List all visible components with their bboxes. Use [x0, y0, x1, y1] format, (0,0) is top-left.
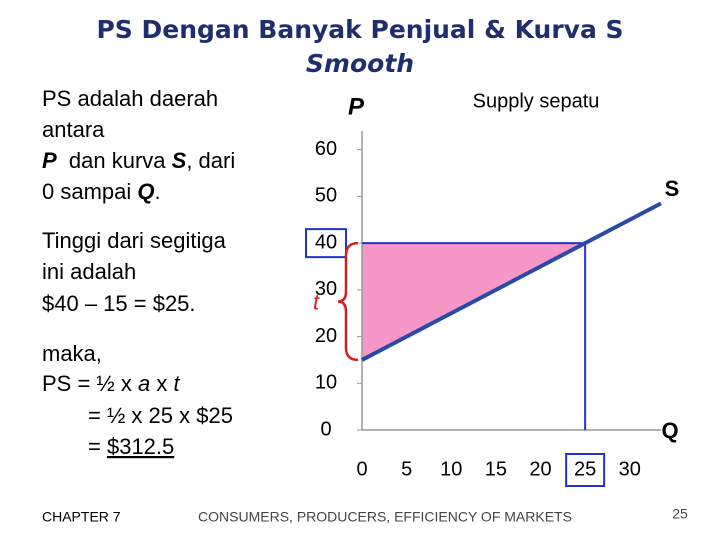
note-text: S	[172, 148, 187, 173]
note-line: PS = ½ x a x t	[42, 371, 180, 396]
page-number: 25	[672, 506, 688, 522]
tick-highlight	[565, 453, 606, 487]
note-text: a	[138, 371, 150, 396]
note-text: =	[88, 434, 107, 459]
x-tick-label: 10	[440, 458, 462, 480]
y-tick-label: 60	[315, 138, 337, 160]
note-line: = ½ x 25 x $25	[88, 403, 233, 428]
x-tick-label: 20	[529, 458, 551, 480]
note-text: 0 sampai	[42, 179, 137, 204]
height-label: t	[313, 289, 320, 314]
note-text: $40 – 15 = $25.	[42, 291, 196, 316]
x-tick-label: 30	[619, 458, 641, 480]
supply-line	[361, 201, 662, 362]
series-label: S	[665, 176, 680, 201]
note-text: P	[42, 148, 57, 173]
note-text: t	[173, 371, 180, 396]
note-line: Tinggi dari segitiga	[42, 228, 227, 253]
note-text: x	[150, 371, 173, 396]
chart: 0 10 20 30 40 50 60 0 5 10 15 20 25 30 St P Q Supply sepa…	[305, 90, 680, 487]
note-line: $40 – 15 = $25.	[42, 291, 196, 316]
title-italic: Smooth	[306, 49, 414, 78]
y-tick-label: 30	[315, 278, 337, 300]
x-tick-label: 0	[356, 458, 367, 480]
note-text: dan kurva	[57, 148, 172, 173]
footer-subject: CONSUMERS, PRODUCERS, EFFICIENCY OF MARK…	[198, 509, 572, 525]
y-tick-label: 0	[320, 418, 331, 440]
note-text: maka,	[42, 341, 102, 366]
tick-highlight	[305, 228, 347, 259]
footer-chapter: CHAPTER 7	[42, 509, 121, 525]
note-text: PS = ½ x	[42, 371, 138, 396]
note-line: P dan kurva S, dari	[42, 148, 235, 173]
note-text: antara	[42, 117, 105, 142]
height-brace	[337, 241, 359, 362]
note-line: antara	[42, 117, 105, 142]
note-text: ini adalah	[42, 259, 136, 284]
y-tick-label: 20	[315, 325, 337, 347]
x-tick-label: 5	[401, 458, 412, 480]
note-line: 0 sampai Q.	[42, 179, 161, 204]
y-tick-label: 10	[315, 372, 337, 394]
x-axis-label: Q	[661, 418, 678, 443]
note-line: ini adalah	[42, 259, 136, 284]
x-tick-label: 15	[485, 458, 507, 480]
note-text: PS adalah daerah	[42, 86, 218, 111]
note-text: = ½ x 25 x $25	[88, 403, 233, 428]
y-tick-label: 50	[315, 185, 337, 207]
y-tick-label: 40	[315, 231, 337, 253]
note-text: Tinggi dari segitiga	[42, 228, 227, 253]
note-text: Q	[137, 179, 154, 204]
y-axis-label: P	[348, 93, 365, 120]
x-tick-label: 25	[574, 458, 596, 480]
chart-annotation: Supply sepatu	[473, 90, 600, 112]
note-line: PS adalah daerah	[42, 86, 218, 111]
title: PS Dengan Banyak Penjual & Kurva S	[96, 15, 623, 44]
note-text: , dari	[186, 148, 235, 173]
note-line: maka,	[42, 341, 102, 366]
note-text: $312.5	[107, 434, 174, 459]
note-text: .	[155, 179, 161, 204]
note-line: = $312.5	[88, 434, 174, 459]
